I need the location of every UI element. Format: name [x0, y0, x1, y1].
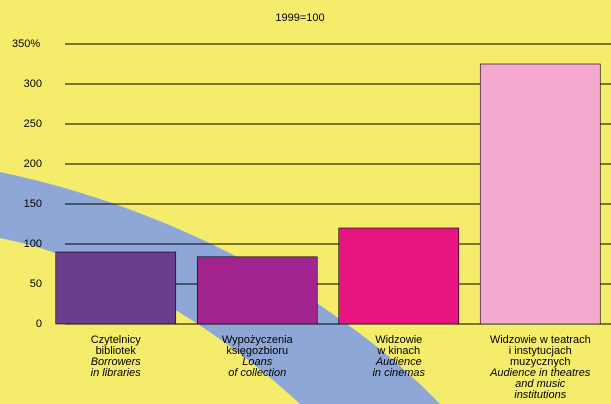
x-tick-label: Widzowie [375, 334, 422, 346]
x-tick-label-en: in cinemas [372, 367, 425, 379]
y-tick-label: 50 [30, 278, 42, 290]
x-tick-label-en: Borrowers [91, 356, 142, 368]
x-tick-label-en: Audience [375, 356, 422, 368]
x-tick-label: księgozbioru [226, 345, 288, 357]
bar [196, 256, 318, 325]
bar [338, 227, 460, 325]
x-tick-label: Widzowie w teatrach [490, 334, 591, 346]
y-tick-label: 250 [24, 118, 42, 130]
y-tick-label: 100 [24, 238, 42, 250]
y-tick-label: 350% [12, 38, 40, 50]
x-tick-label-en: in libraries [91, 367, 142, 379]
y-tick-label: 0 [36, 318, 42, 330]
x-tick-label-en: Audience in theatres [489, 367, 591, 379]
x-tick-label: i instytucjach [509, 345, 572, 357]
x-tick-label: Czytelnicy [91, 334, 142, 346]
x-tick-label: bibliotek [96, 345, 137, 357]
x-tick-label-en: and music [515, 378, 566, 390]
bar [55, 251, 177, 325]
y-tick-label: 150 [24, 198, 42, 210]
y-tick-label: 300 [24, 78, 42, 90]
x-tick-label: Wypożyczenia [222, 334, 294, 346]
x-tick-label: muzycznych [510, 356, 571, 368]
bar [479, 63, 601, 325]
x-tick-label-en: institutions [514, 389, 566, 401]
x-tick-label-en: Loans [242, 356, 272, 368]
chart-subtitle: 1999=100 [275, 12, 324, 24]
x-tick-label: w kinach [376, 345, 420, 357]
x-tick-label-en: of collection [228, 367, 286, 379]
y-tick-label: 200 [24, 158, 42, 170]
